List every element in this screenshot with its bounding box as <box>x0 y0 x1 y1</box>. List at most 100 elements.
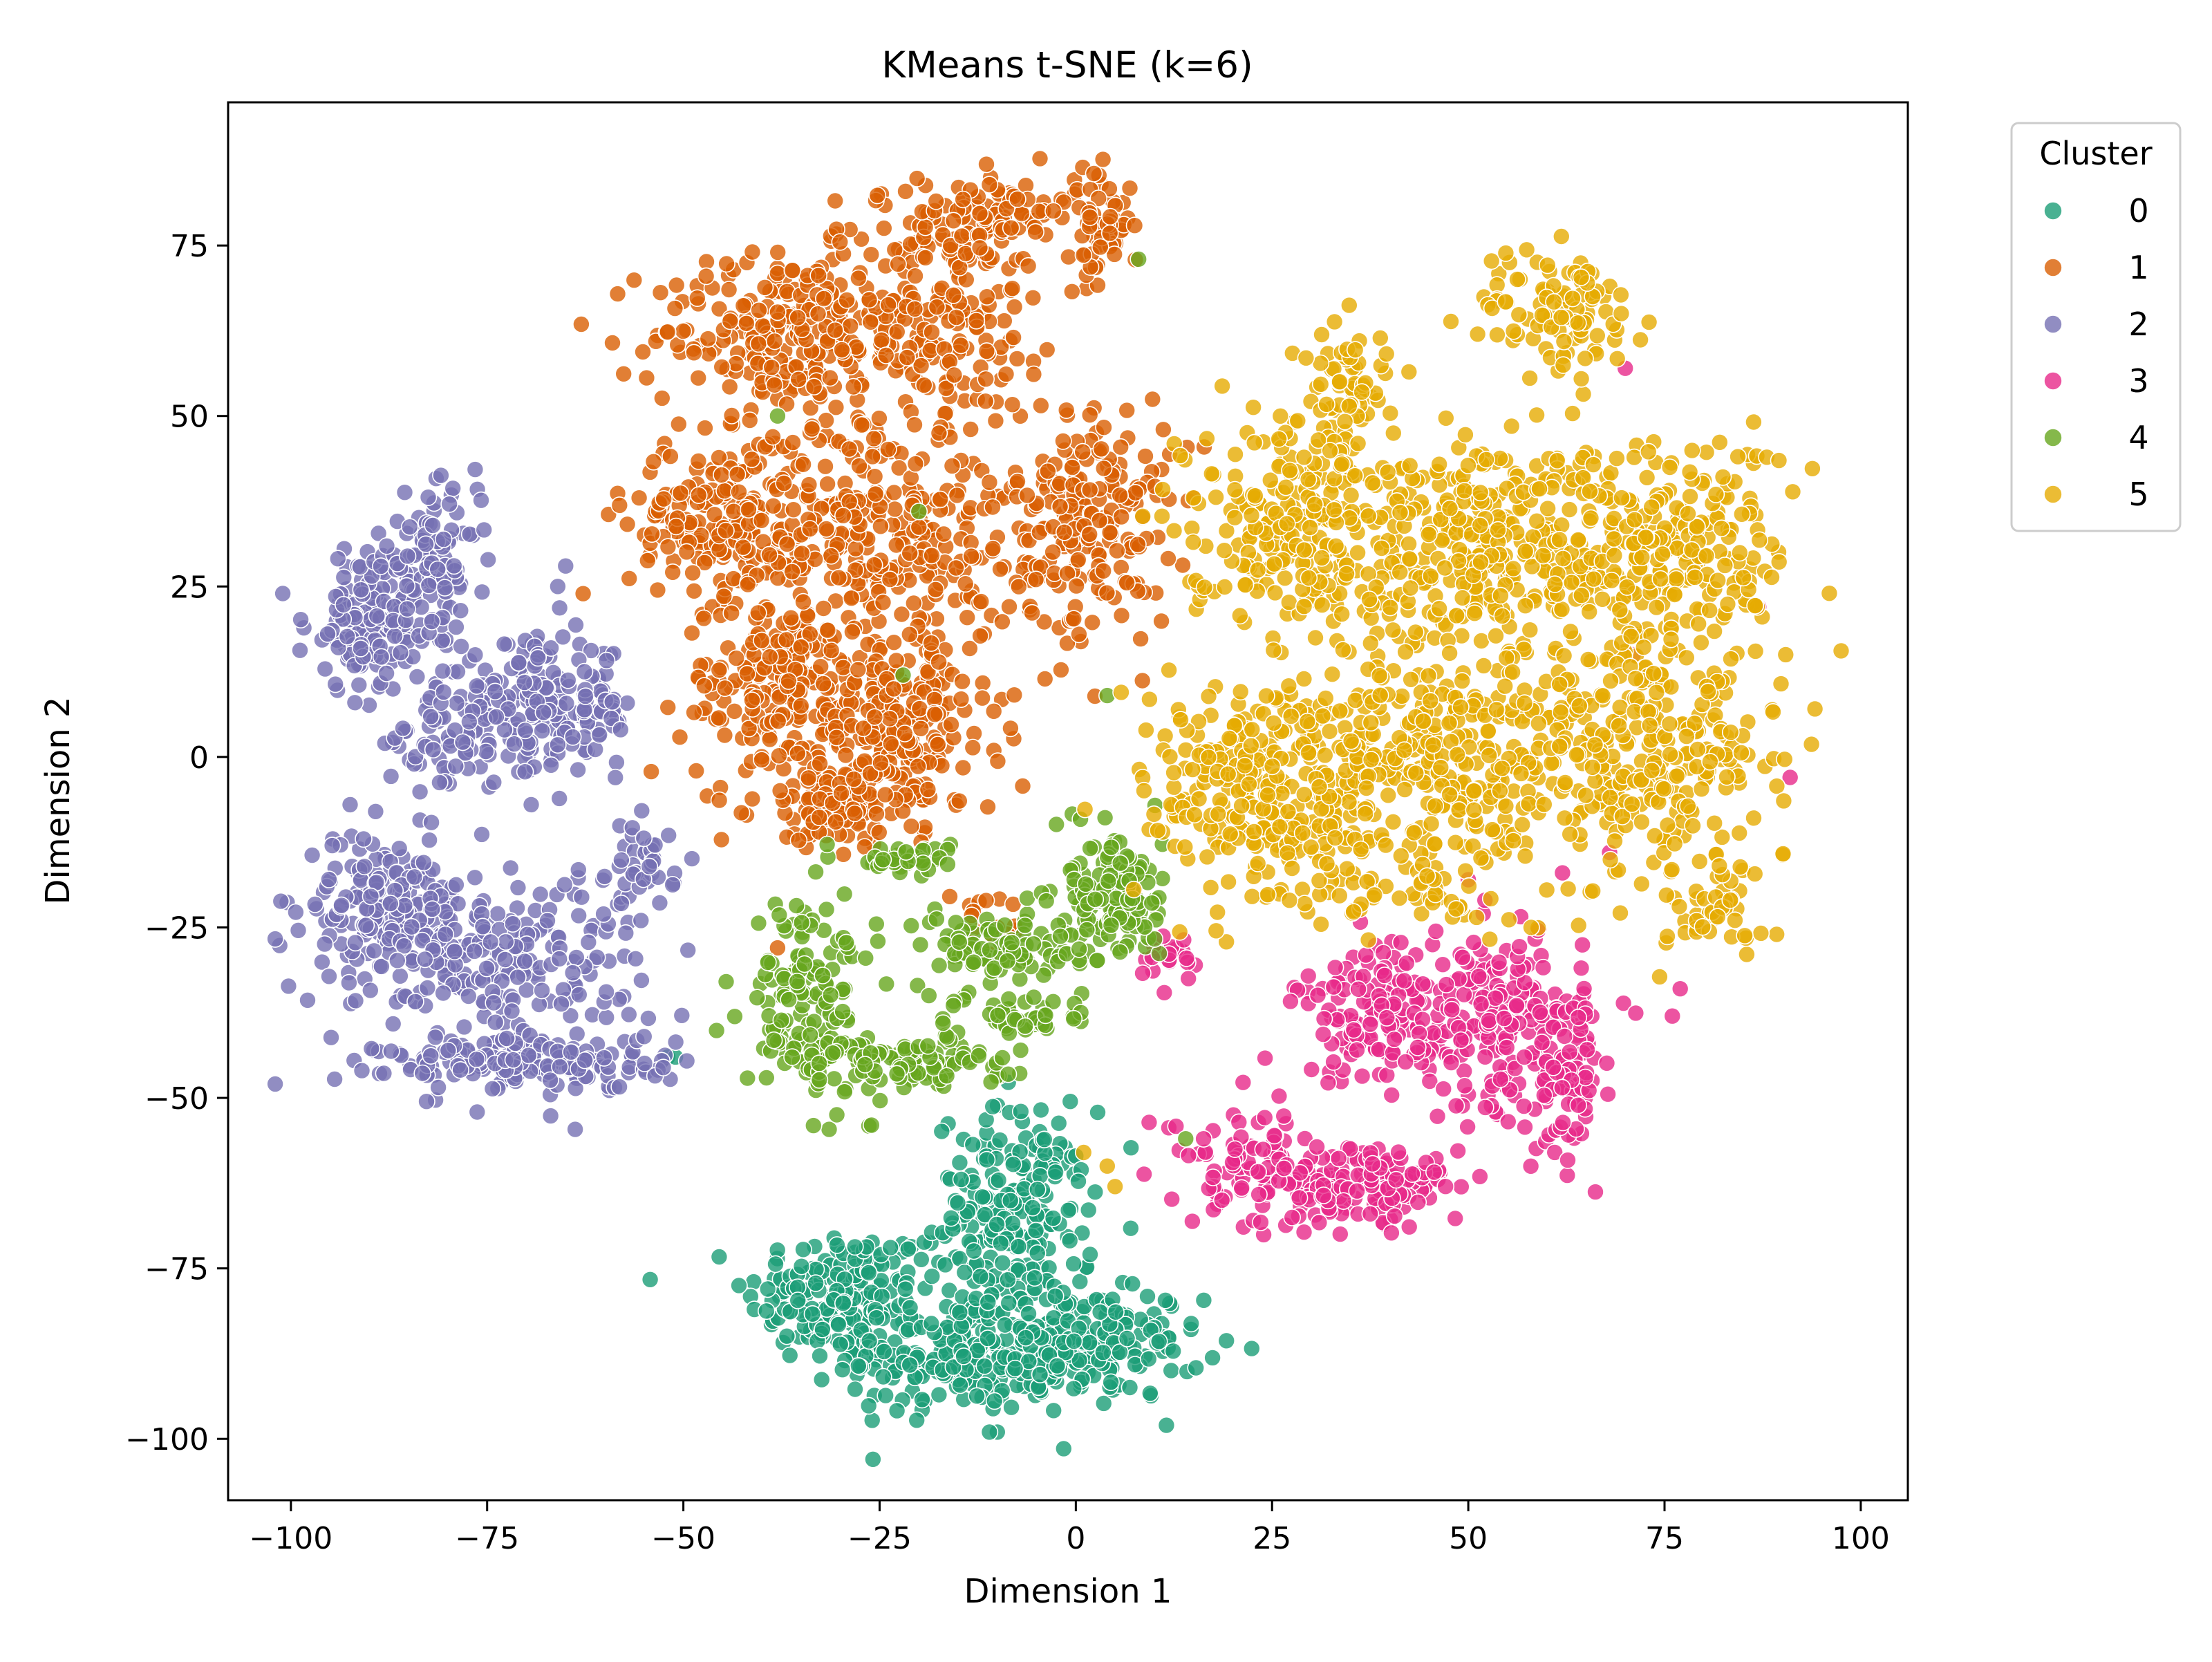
scatter-point <box>1065 610 1083 628</box>
scatter-point <box>1389 1143 1407 1161</box>
scatter-point <box>859 1397 878 1415</box>
scatter-point <box>1102 916 1121 935</box>
scatter-point <box>1038 341 1056 359</box>
scatter-point <box>1324 978 1343 996</box>
scatter-point <box>1232 1179 1250 1197</box>
scatter-point <box>722 604 740 622</box>
scatter-point <box>496 933 515 951</box>
scatter-point <box>1091 1303 1109 1321</box>
scatter-point <box>435 579 454 597</box>
scatter-point <box>279 977 298 996</box>
scatter-point <box>662 447 679 465</box>
scatter-point <box>1122 1139 1140 1157</box>
scatter-point <box>734 297 753 315</box>
scatter-point <box>821 368 839 387</box>
scatter-point <box>789 831 808 850</box>
scatter-point <box>971 626 989 645</box>
scatter-point <box>1005 686 1024 704</box>
scatter-point <box>1447 1096 1465 1115</box>
scatter-point <box>335 568 353 587</box>
scatter-point <box>1003 279 1022 298</box>
scatter-point <box>671 728 689 746</box>
scatter-point <box>1009 190 1027 208</box>
scatter-point <box>753 317 772 335</box>
scatter-point <box>841 317 859 335</box>
scatter-point <box>730 483 748 501</box>
scatter-point <box>896 725 914 743</box>
scatter-point <box>1031 1365 1049 1383</box>
scatter-point <box>612 895 630 913</box>
scatter-point <box>939 855 957 873</box>
scatter-point <box>1243 1339 1261 1358</box>
scatter-point <box>1111 943 1130 961</box>
scatter-point <box>266 930 284 948</box>
scatter-point <box>402 917 421 936</box>
scatter-point <box>817 900 836 919</box>
scatter-point <box>944 286 963 304</box>
scatter-point <box>1575 980 1593 998</box>
scatter-point <box>717 973 735 991</box>
scatter-point <box>972 592 991 610</box>
scatter-point <box>1428 1107 1447 1126</box>
scatter-point <box>423 900 442 918</box>
scatter-point <box>395 483 414 502</box>
scatter-point <box>899 1240 917 1258</box>
scatter-point <box>550 790 569 807</box>
series-1-points <box>572 149 1213 963</box>
scatter-point <box>1385 1030 1403 1049</box>
scatter-point <box>913 1390 931 1409</box>
scatter-point <box>658 323 677 342</box>
scatter-point <box>554 628 572 646</box>
scatter-point <box>861 312 880 331</box>
scatter-point <box>765 332 784 351</box>
scatter-point <box>1597 1054 1616 1072</box>
scatter-point <box>834 658 852 677</box>
scatter-point <box>995 916 1014 934</box>
scatter-point <box>930 424 948 442</box>
scatter-point <box>738 314 756 333</box>
scatter-point <box>930 653 948 671</box>
scatter-point <box>952 336 970 355</box>
scatter-point <box>1076 875 1095 893</box>
scatter-point <box>1136 447 1154 465</box>
scatter-point <box>538 911 556 930</box>
scatter-point <box>782 608 800 627</box>
scatter-point <box>346 933 364 952</box>
scatter-point <box>775 474 793 492</box>
scatter-point <box>783 1048 801 1066</box>
scatter-point <box>1002 1398 1020 1417</box>
scatter-point <box>1234 1073 1253 1092</box>
scatter-point <box>1382 1086 1400 1104</box>
scatter-point <box>1309 986 1327 1005</box>
scatter-point <box>1382 1224 1400 1242</box>
scatter-point <box>866 485 885 503</box>
scatter-point <box>335 595 353 614</box>
scatter-point <box>910 502 928 521</box>
scatter-point <box>481 933 500 951</box>
scatter-point <box>833 1361 852 1379</box>
scatter-point <box>812 657 830 675</box>
chart-title: KMeans t-SNE (k=6) <box>881 44 1253 86</box>
scatter-point <box>811 754 829 773</box>
scatter-point <box>1001 1191 1020 1210</box>
scatter-point <box>635 829 653 848</box>
scatter-point <box>977 1150 996 1169</box>
scatter-point <box>897 1280 915 1298</box>
scatter-point <box>1112 438 1130 456</box>
scatter-point <box>1002 218 1020 237</box>
scatter-point <box>850 1357 868 1375</box>
scatter-point <box>563 728 582 746</box>
scatter-point <box>834 506 852 525</box>
scatter-point <box>1140 1113 1159 1132</box>
scatter-point <box>439 1041 458 1060</box>
scatter-point <box>292 610 310 629</box>
scatter-point <box>1130 250 1147 268</box>
scatter-point <box>823 1044 842 1062</box>
scatter-point <box>875 1343 893 1361</box>
scatter-point <box>1070 625 1088 644</box>
scatter-point <box>1299 967 1318 985</box>
scatter-point <box>783 563 801 581</box>
scatter-point <box>632 801 651 820</box>
scatter-point <box>1126 483 1145 502</box>
scatter-point <box>390 839 409 857</box>
